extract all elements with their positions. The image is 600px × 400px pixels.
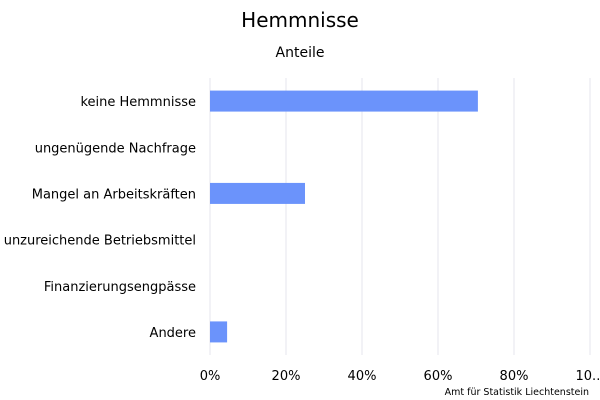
x-tick-label: 20% (272, 369, 301, 384)
chart-title: Hemmnisse (241, 8, 359, 32)
gridlines (209, 78, 591, 355)
category-labels: keine Hemmnisse ungenügende Nachfrage Mang… (4, 95, 196, 341)
category-label: Finanzierungsengpässe (44, 280, 196, 295)
x-tick-label: 80% (500, 369, 529, 384)
x-tick-label: 0% (200, 369, 221, 384)
x-tick-label: 60% (424, 369, 453, 384)
x-tick-label: 10... (576, 369, 600, 384)
category-label: ungenügende Nachfrage (35, 141, 196, 156)
chart-subtitle: Anteile (276, 45, 325, 61)
chart-credit: Amt für Statistik Liechtenstein (445, 387, 589, 398)
bar[interactable] (210, 321, 228, 343)
category-label: Andere (150, 326, 196, 341)
x-tick-label: 40% (348, 369, 377, 384)
bar[interactable] (210, 182, 305, 204)
x-axis-ticks: 0% 20% 40% 60% 80% 10... (200, 369, 600, 384)
bars (210, 90, 478, 343)
category-label: keine Hemmnisse (80, 95, 196, 110)
bar[interactable] (210, 90, 478, 112)
category-label: Mangel an Arbeitskräften (32, 187, 196, 202)
category-label: unzureichende Betriebsmittel (4, 234, 196, 249)
